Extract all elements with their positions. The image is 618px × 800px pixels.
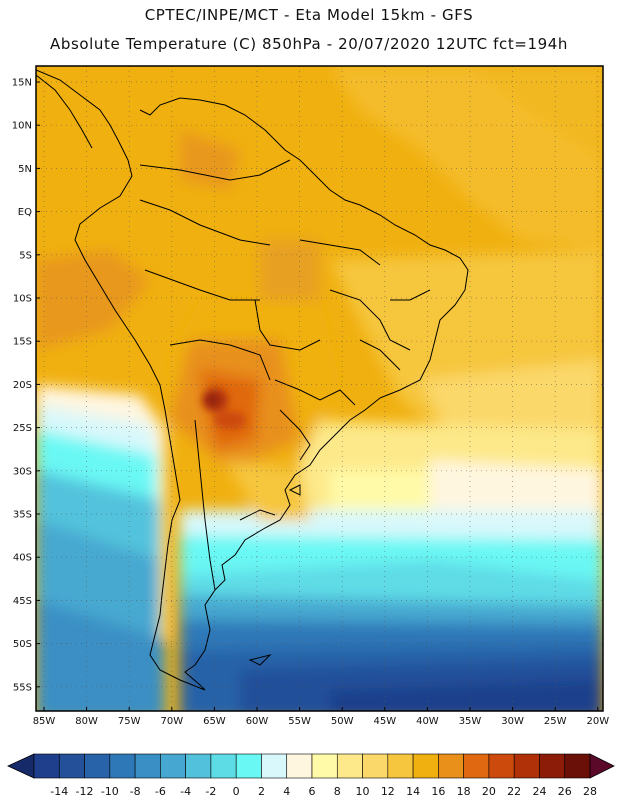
lon-label: 70W — [160, 716, 183, 727]
colorbar-swatch — [336, 753, 363, 779]
colorbar-swatch — [134, 753, 161, 779]
colorbar-swatch — [539, 753, 566, 779]
lat-label: 50S — [13, 639, 32, 650]
colorbar-label: 6 — [309, 785, 316, 798]
colorbar-label: 12 — [381, 785, 395, 798]
lat-label: 30S — [13, 466, 32, 477]
lon-label: 30W — [501, 716, 524, 727]
lon-label: 60W — [246, 716, 269, 727]
colorbar-swatch — [160, 753, 186, 779]
colorbar-label: 28 — [583, 785, 597, 798]
colorbar-overflow-arrow — [589, 753, 615, 779]
colorbar-label: -2 — [205, 785, 216, 798]
lon-label: 80W — [75, 716, 98, 727]
lat-label: 25S — [13, 423, 32, 434]
lat-label: 45S — [13, 596, 32, 607]
temperature-field — [36, 66, 603, 711]
colorbar-label: 10 — [356, 785, 370, 798]
lat-label: 20S — [13, 380, 32, 391]
colorbar-label: -4 — [180, 785, 191, 798]
lat-label: 10S — [13, 294, 32, 305]
colorbar-swatch — [311, 753, 338, 779]
colorbar-label: 24 — [532, 785, 546, 798]
lat-label: 35S — [13, 510, 32, 521]
lat-label: 15S — [13, 337, 32, 348]
colorbar-swatch — [58, 753, 85, 779]
lon-label: 40W — [416, 716, 439, 727]
lon-label: 85W — [33, 716, 56, 727]
colorbar-swatch — [84, 753, 111, 779]
colorbar-label: 16 — [431, 785, 445, 798]
lon-label: 50W — [331, 716, 354, 727]
colorbar-swatch — [387, 753, 414, 779]
colorbar-label: 8 — [334, 785, 341, 798]
colorbar-swatch — [185, 753, 212, 779]
colorbar-label: 4 — [283, 785, 290, 798]
longitude-labels: 85W 80W 75W 70W 65W 60W 55W 50W 45W 40W 35W 30W 25W 2… — [33, 716, 610, 727]
map-title-line2: Absolute Temperature (C) 850hPa - 20/07/… — [49, 35, 569, 53]
colorbar-swatch — [235, 753, 262, 779]
latitude-labels: 15N 10N 5N EQ 5S 10S 15S 20S 25S 30S 35S 40S 45S 50S 5… — [12, 78, 32, 694]
colorbar-swatch — [463, 753, 490, 779]
colorbar-swatch — [513, 753, 540, 779]
colorbar-label: 0 — [233, 785, 240, 798]
lat-label: 15N — [12, 78, 32, 89]
colorbar-label: 14 — [406, 785, 420, 798]
colorbar-swatch — [564, 753, 591, 779]
lon-label: 35W — [459, 716, 482, 727]
colorbar-label: -12 — [76, 785, 94, 798]
colorbar-label: -8 — [130, 785, 141, 798]
colorbar-label: 20 — [482, 785, 496, 798]
lon-label: 20W — [586, 716, 609, 727]
colorbar-label: 18 — [457, 785, 471, 798]
colorbar-swatch — [109, 753, 136, 779]
colorbar-swatch — [286, 753, 313, 779]
colorbar-swatch — [412, 753, 439, 779]
colorbar-swatch — [261, 753, 288, 779]
map-frame — [35, 65, 604, 712]
colorbar-label: -6 — [155, 785, 166, 798]
colorbar: -14 -12 -10 -8 -6 -4 -2 0 2 4 6 8 10 12 14 16 18 20 22 24 26… — [7, 753, 615, 798]
lat-label: 40S — [13, 553, 32, 564]
colorbar-label: 22 — [507, 785, 521, 798]
colorbar-swatch — [488, 753, 515, 779]
colorbar-swatch — [362, 753, 389, 779]
lon-label: 75W — [118, 716, 141, 727]
colorbar-label: 26 — [558, 785, 572, 798]
lat-label: 55S — [13, 682, 32, 693]
lon-label: 45W — [373, 716, 396, 727]
colorbar-label: 2 — [258, 785, 265, 798]
colorbar-underflow-arrow — [7, 753, 35, 779]
lon-label: 65W — [203, 716, 226, 727]
lat-label: 10N — [12, 121, 32, 132]
colorbar-swatch — [438, 753, 464, 779]
colorbar-label: -10 — [101, 785, 119, 798]
colorbar-swatch — [33, 753, 60, 779]
map-title-line1: CPTEC/INPE/MCT - Eta Model 15km - GFS — [144, 6, 474, 24]
lon-label: 55W — [288, 716, 311, 727]
colorbar-label: -14 — [50, 785, 68, 798]
colorbar-swatch — [210, 753, 237, 779]
lat-label: EQ — [18, 207, 32, 218]
lat-label: 5N — [18, 164, 32, 175]
lon-label: 25W — [544, 716, 567, 727]
lat-label: 5S — [19, 250, 32, 261]
